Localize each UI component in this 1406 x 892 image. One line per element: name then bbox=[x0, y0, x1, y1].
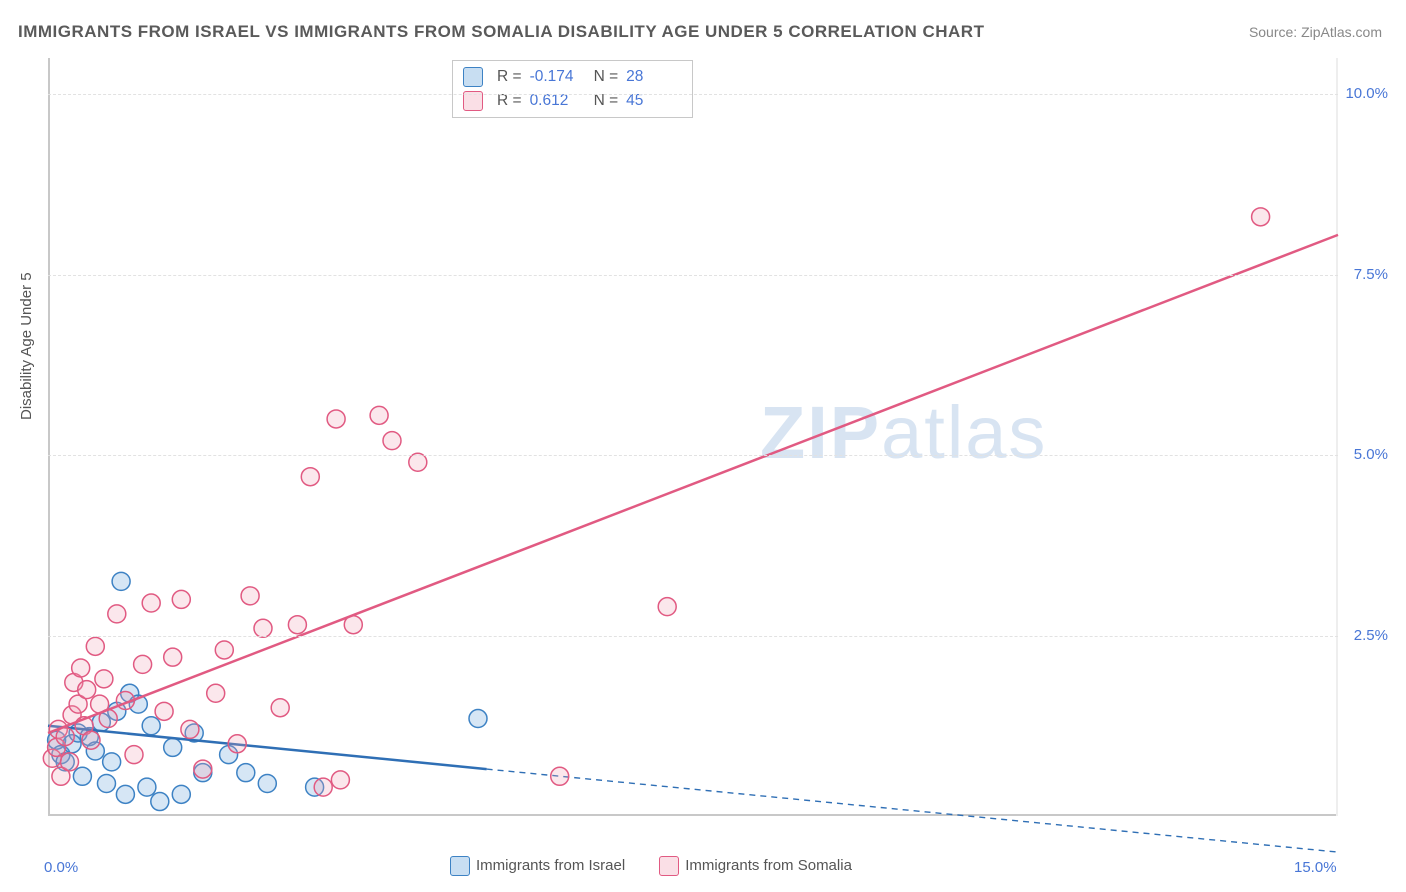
gridline-h bbox=[48, 94, 1338, 95]
data-point-somalia bbox=[271, 699, 289, 717]
corr-legend-row-somalia: R = 0.612 N = 45 bbox=[463, 89, 682, 113]
r-label: R = bbox=[497, 65, 522, 89]
chart-svg bbox=[48, 58, 1338, 816]
data-point-israel bbox=[73, 767, 91, 785]
x-tick-label: 0.0% bbox=[44, 859, 78, 876]
y-tick-label: 2.5% bbox=[1354, 627, 1388, 644]
data-point-somalia bbox=[125, 746, 143, 764]
regression-line-somalia bbox=[48, 235, 1338, 733]
swatch-somalia-icon bbox=[659, 856, 679, 876]
data-point-somalia bbox=[228, 735, 246, 753]
data-point-somalia bbox=[331, 771, 349, 789]
data-point-somalia bbox=[551, 767, 569, 785]
data-point-somalia bbox=[383, 432, 401, 450]
data-point-somalia bbox=[155, 702, 173, 720]
data-point-somalia bbox=[95, 670, 113, 688]
data-point-somalia bbox=[194, 760, 212, 778]
data-point-somalia bbox=[658, 598, 676, 616]
r-label: R = bbox=[497, 89, 522, 113]
data-point-somalia bbox=[86, 637, 104, 655]
r-value: 0.612 bbox=[530, 89, 586, 113]
data-point-somalia bbox=[108, 605, 126, 623]
data-point-somalia bbox=[327, 410, 345, 428]
data-point-israel bbox=[172, 785, 190, 803]
r-value: -0.174 bbox=[530, 65, 586, 89]
data-point-somalia bbox=[301, 468, 319, 486]
data-point-israel bbox=[103, 753, 121, 771]
legend-item-israel: Immigrants from Israel bbox=[450, 856, 625, 876]
gridline-h bbox=[48, 275, 1338, 276]
data-point-israel bbox=[469, 710, 487, 728]
legend-label: Immigrants from Somalia bbox=[685, 857, 852, 874]
data-point-israel bbox=[151, 793, 169, 811]
y-axis-label: Disability Age Under 5 bbox=[18, 272, 35, 420]
n-value: 28 bbox=[626, 65, 682, 89]
data-point-israel bbox=[138, 778, 156, 796]
corr-legend-row-israel: R = -0.174 N = 28 bbox=[463, 65, 682, 89]
data-point-israel bbox=[142, 717, 160, 735]
data-point-somalia bbox=[72, 659, 90, 677]
legend-label: Immigrants from Israel bbox=[476, 857, 625, 874]
data-point-somalia bbox=[142, 594, 160, 612]
x-tick-label: 15.0% bbox=[1294, 859, 1337, 876]
chart-title: IMMIGRANTS FROM ISRAEL VS IMMIGRANTS FRO… bbox=[18, 22, 984, 42]
correlation-legend: R = -0.174 N = 28 R = 0.612 N = 45 bbox=[452, 60, 693, 118]
gridline-h bbox=[48, 636, 1338, 637]
data-point-somalia bbox=[134, 655, 152, 673]
data-point-somalia bbox=[164, 648, 182, 666]
series-legend: Immigrants from Israel Immigrants from So… bbox=[450, 856, 852, 876]
data-point-israel bbox=[112, 572, 130, 590]
data-point-israel bbox=[237, 764, 255, 782]
data-point-somalia bbox=[78, 681, 96, 699]
swatch-israel-icon bbox=[450, 856, 470, 876]
data-point-israel bbox=[258, 775, 276, 793]
data-point-israel bbox=[97, 775, 115, 793]
data-point-somalia bbox=[241, 587, 259, 605]
data-point-somalia bbox=[172, 590, 190, 608]
y-tick-label: 10.0% bbox=[1345, 85, 1388, 102]
data-point-somalia bbox=[207, 684, 225, 702]
y-tick-label: 7.5% bbox=[1354, 266, 1388, 283]
gridline-h bbox=[48, 455, 1338, 456]
n-label: N = bbox=[594, 65, 619, 89]
data-point-israel bbox=[116, 785, 134, 803]
regression-ext-israel bbox=[487, 769, 1338, 852]
n-label: N = bbox=[594, 89, 619, 113]
data-point-somalia bbox=[314, 778, 332, 796]
data-point-somalia bbox=[82, 731, 100, 749]
data-point-israel bbox=[164, 738, 182, 756]
n-value: 45 bbox=[626, 89, 682, 113]
data-point-somalia bbox=[370, 406, 388, 424]
source-label: Source: ZipAtlas.com bbox=[1249, 24, 1382, 40]
legend-item-somalia: Immigrants from Somalia bbox=[659, 856, 852, 876]
y-tick-label: 5.0% bbox=[1354, 446, 1388, 463]
data-point-somalia bbox=[181, 720, 199, 738]
swatch-israel-icon bbox=[463, 67, 483, 87]
data-point-somalia bbox=[288, 616, 306, 634]
data-point-somalia bbox=[1252, 208, 1270, 226]
data-point-somalia bbox=[215, 641, 233, 659]
data-point-somalia bbox=[61, 753, 79, 771]
data-point-somalia bbox=[56, 728, 74, 746]
